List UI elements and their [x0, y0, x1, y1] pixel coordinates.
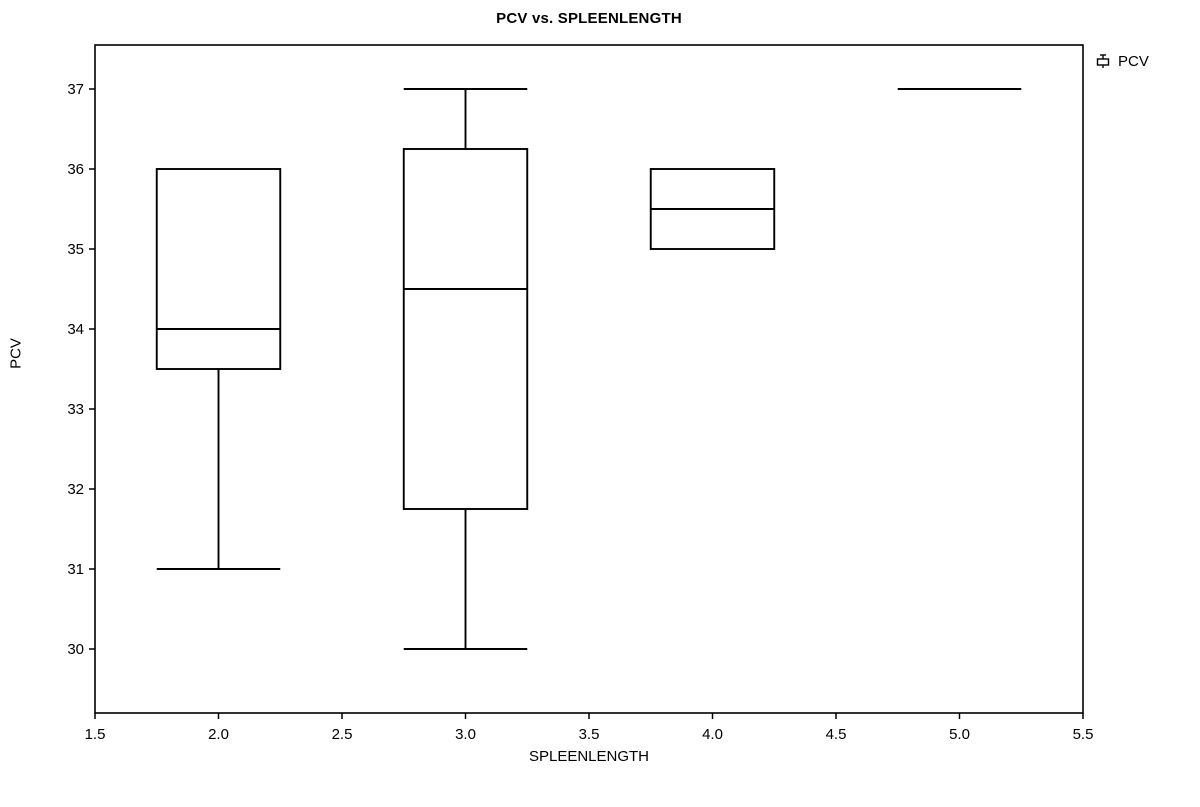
x-axis-label: SPLEENLENGTH	[528, 748, 650, 765]
y-tick-label: 32	[67, 481, 84, 498]
x-tick-label: 2.0	[208, 726, 229, 743]
y-tick-label: 35	[67, 241, 84, 258]
y-tick-label: 30	[67, 641, 84, 658]
x-tick-label: 4.0	[702, 726, 723, 743]
y-axis-label: PCV	[7, 338, 25, 369]
chart-title: PCV vs. SPLEENLENGTH	[496, 10, 682, 27]
x-tick-label: 5.5	[1073, 726, 1094, 743]
y-tick-label: 33	[67, 401, 84, 418]
y-tick-label: 36	[67, 161, 84, 178]
y-tick-label: 31	[67, 561, 84, 578]
boxplot-legend-icon	[1096, 53, 1110, 68]
plot-frame	[94, 44, 1084, 714]
y-tick-label: 34	[67, 321, 84, 338]
x-tick-label: 5.0	[949, 726, 970, 743]
y-tick-label: 37	[67, 81, 84, 98]
box	[402, 148, 529, 510]
x-tick-label: 3.0	[455, 726, 476, 743]
x-tick-label: 3.5	[579, 726, 600, 743]
legend-label: PCV	[1118, 53, 1149, 70]
box	[155, 168, 282, 370]
x-tick-label: 2.5	[332, 726, 353, 743]
x-tick-label: 4.5	[826, 726, 847, 743]
legend: PCV	[1095, 53, 1149, 70]
x-tick-label: 1.5	[85, 726, 106, 743]
